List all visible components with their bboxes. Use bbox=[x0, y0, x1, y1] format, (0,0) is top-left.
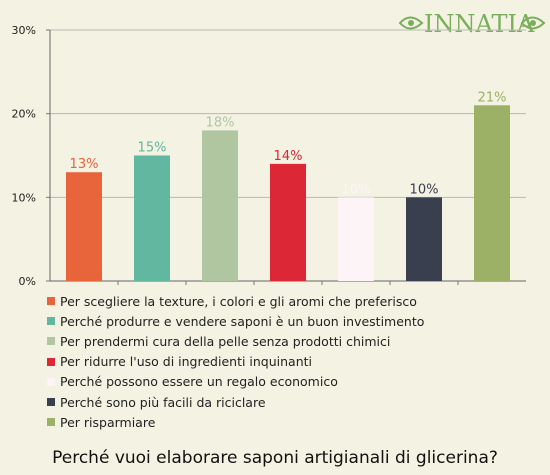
legend-label: Perché produrre e vendere saponi è un bu… bbox=[60, 313, 425, 329]
bar-chart: 0% 10% 20% 30% 13% 15% 18% 14% 10% 10% 21% bbox=[12, 24, 526, 288]
chart-legend: Per scegliere la texture, i colori e gli… bbox=[47, 291, 527, 432]
legend-label: Perché possono essere un regalo economic… bbox=[60, 374, 338, 390]
y-tick-label: 10% bbox=[12, 191, 36, 204]
legend-item: Per prendermi cura della pelle senza pro… bbox=[47, 331, 527, 351]
legend-item: Perché possono essere un regalo economic… bbox=[47, 372, 527, 392]
y-tick-label: 20% bbox=[12, 108, 36, 121]
data-label: 15% bbox=[138, 141, 167, 156]
bar bbox=[66, 172, 102, 281]
legend-swatch bbox=[47, 418, 55, 427]
data-label: 18% bbox=[206, 115, 235, 130]
legend-label: Per scegliere la texture, i colori e gli… bbox=[60, 293, 417, 309]
legend-label: Per risparmiare bbox=[60, 414, 156, 430]
bar bbox=[338, 197, 374, 281]
bar bbox=[202, 130, 238, 281]
legend-swatch bbox=[47, 398, 55, 407]
legend-label: Per prendermi cura della pelle senza pro… bbox=[60, 333, 391, 349]
legend-swatch bbox=[47, 297, 55, 306]
legend-swatch bbox=[47, 377, 55, 386]
y-tick-label: 0% bbox=[19, 275, 36, 288]
y-tick-label: 30% bbox=[12, 24, 36, 37]
bar bbox=[134, 155, 170, 281]
data-label: 14% bbox=[274, 149, 303, 164]
data-label: 10% bbox=[410, 182, 439, 197]
legend-swatch bbox=[47, 317, 55, 326]
legend-label: Perché sono più facili da riciclare bbox=[60, 394, 266, 410]
legend-item: Per risparmiare bbox=[47, 412, 527, 432]
legend-item: Perché produrre e vendere saponi è un bu… bbox=[47, 311, 527, 331]
data-label: 10% bbox=[342, 182, 371, 197]
bar bbox=[270, 163, 306, 281]
legend-item: Per ridurre l'uso di ingredienti inquina… bbox=[47, 352, 527, 372]
logo-text: INNATIA bbox=[424, 10, 535, 38]
legend-item: Per scegliere la texture, i colori e gli… bbox=[47, 291, 527, 311]
bar bbox=[474, 105, 510, 281]
bar bbox=[406, 197, 442, 281]
legend-swatch bbox=[47, 357, 55, 366]
chart-title: Perché vuoi elaborare saponi artigianali… bbox=[52, 448, 498, 468]
data-label: 21% bbox=[478, 90, 507, 105]
innatia-logo: INNATIA bbox=[398, 10, 546, 38]
legend-label: Per ridurre l'uso di ingredienti inquina… bbox=[60, 354, 313, 370]
legend-item: Perché sono più facili da riciclare bbox=[47, 392, 527, 412]
data-label: 13% bbox=[70, 157, 99, 172]
legend-swatch bbox=[47, 337, 55, 346]
